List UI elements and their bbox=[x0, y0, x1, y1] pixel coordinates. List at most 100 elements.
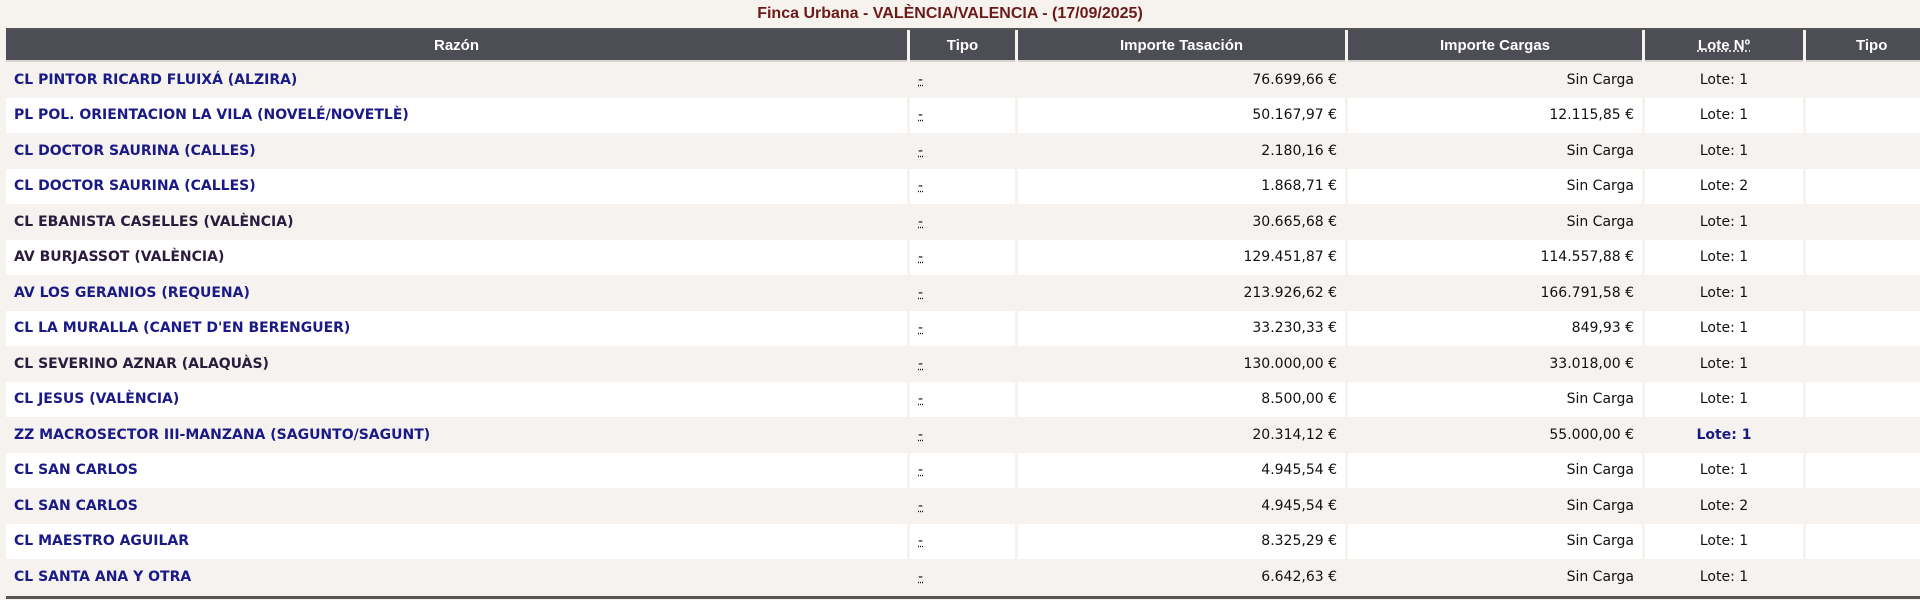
table-row: CL DOCTOR SAURINA (CALLES) - 2.180,16 € Sin… bbox=[6, 133, 1920, 169]
lote-cell: Lote: 2 bbox=[1645, 168, 1803, 204]
importe-cargas-cell: Sin Carga bbox=[1348, 488, 1642, 524]
tipo-link[interactable]: - bbox=[918, 426, 924, 443]
tipo-cell: - bbox=[910, 488, 1015, 524]
table-row: PL POL. ORIENTACION LA VILA (NOVELÉ/NOVE… bbox=[6, 97, 1920, 133]
tipo-link[interactable]: - bbox=[918, 178, 924, 195]
tipo-2-cell bbox=[1806, 275, 1920, 311]
column-header-tipo[interactable]: Tipo bbox=[910, 30, 1015, 62]
property-link[interactable]: CL SANTA ANA Y OTRA bbox=[14, 568, 192, 585]
tipo-cell: - bbox=[910, 97, 1015, 133]
importe-cargas-cell: 12.115,85 € bbox=[1348, 97, 1642, 133]
tipo-2-cell bbox=[1806, 488, 1920, 524]
razon-cell: CL DOCTOR SAURINA (CALLES) bbox=[6, 168, 907, 204]
lote-abbr: Lote Nº bbox=[1697, 36, 1751, 54]
importe-tasacion-cell: 130.000,00 € bbox=[1018, 346, 1345, 382]
tipo-link[interactable]: - bbox=[918, 142, 924, 159]
property-link[interactable]: CL SAN CARLOS bbox=[14, 497, 138, 514]
importe-cargas-cell: Sin Carga bbox=[1348, 133, 1642, 169]
tipo-link[interactable]: - bbox=[918, 568, 924, 585]
table-row: AV BURJASSOT (VALÈNCIA) - 129.451,87 €114.… bbox=[6, 239, 1920, 275]
importe-cargas-cell: Sin Carga bbox=[1348, 559, 1642, 595]
razon-cell: CL JESUS (VALÈNCIA) bbox=[6, 381, 907, 417]
tipo-cell: - bbox=[910, 62, 1015, 98]
property-link[interactable]: CL SEVERINO AZNAR (ALAQUÀS) bbox=[14, 355, 269, 372]
tipo-2-cell bbox=[1806, 559, 1920, 595]
column-header-lote[interactable]: Lote Nº bbox=[1645, 30, 1803, 62]
tipo-cell: - bbox=[910, 346, 1015, 382]
table-row: CL SANTA ANA Y OTRA - 6.642,63 € Sin Carga L… bbox=[6, 559, 1920, 595]
tipo-link[interactable]: - bbox=[918, 284, 924, 301]
razon-cell: CL SEVERINO AZNAR (ALAQUÀS) bbox=[6, 346, 907, 382]
table-row: CL PINTOR RICARD FLUIXÁ (ALZIRA) - 76.699,… bbox=[6, 62, 1920, 98]
lote-cell: Lote: 1 bbox=[1645, 275, 1803, 311]
razon-cell: CL LA MURALLA (CANET D'EN BERENGUER) bbox=[6, 310, 907, 346]
tipo-link[interactable]: - bbox=[918, 462, 924, 479]
tipo-cell: - bbox=[910, 133, 1015, 169]
importe-cargas-cell: 114.557,88 € bbox=[1348, 239, 1642, 275]
table-row: ZZ MACROSECTOR III-MANZANA (SAGUNTO/SAGU… bbox=[6, 417, 1920, 453]
tipo-cell: - bbox=[910, 239, 1015, 275]
property-link[interactable]: CL SAN CARLOS bbox=[14, 462, 138, 479]
tipo-2-cell bbox=[1806, 97, 1920, 133]
tipo-2-cell bbox=[1806, 133, 1920, 169]
tipo-2-cell bbox=[1806, 346, 1920, 382]
property-link[interactable]: CL DOCTOR SAURINA (CALLES) bbox=[14, 142, 256, 159]
razon-cell: CL MAESTRO AGUILAR bbox=[6, 523, 907, 559]
tipo-link[interactable]: - bbox=[918, 71, 924, 88]
razon-cell: CL SAN CARLOS bbox=[6, 452, 907, 488]
importe-tasacion-cell: 30.665,68 € bbox=[1018, 204, 1345, 240]
tipo-link[interactable]: - bbox=[918, 249, 924, 266]
importe-cargas-cell: Sin Carga bbox=[1348, 204, 1642, 240]
importe-tasacion-cell: 213.926,62 € bbox=[1018, 275, 1345, 311]
importe-cargas-cell: Sin Carga bbox=[1348, 62, 1642, 98]
tipo-cell: - bbox=[910, 417, 1015, 453]
property-link[interactable]: CL LA MURALLA (CANET D'EN BERENGUER) bbox=[14, 320, 351, 337]
property-link[interactable]: AV LOS GERANIOS (REQUENA) bbox=[14, 284, 250, 301]
table-row: CL JESUS (VALÈNCIA) - 8.500,00 € Sin Carga L… bbox=[6, 381, 1920, 417]
column-header-tipo-2[interactable]: Tipo bbox=[1806, 30, 1920, 62]
column-header-importe-cargas[interactable]: Importe Cargas bbox=[1348, 30, 1642, 62]
tipo-link[interactable]: - bbox=[918, 213, 924, 230]
razon-cell: CL SAN CARLOS bbox=[6, 488, 907, 524]
column-header-importe-tasacion[interactable]: Importe Tasación bbox=[1018, 30, 1345, 62]
property-link[interactable]: CL PINTOR RICARD FLUIXÁ (ALZIRA) bbox=[14, 71, 298, 88]
lote-cell: Lote: 1 bbox=[1645, 381, 1803, 417]
tipo-link[interactable]: - bbox=[918, 320, 924, 337]
table-header: Razón Tipo Importe Tasación Importe Carg… bbox=[6, 30, 1920, 62]
razon-cell: ZZ MACROSECTOR III-MANZANA (SAGUNTO/SAGU… bbox=[6, 417, 907, 453]
property-link[interactable]: PL POL. ORIENTACION LA VILA (NOVELÉ/NOVE… bbox=[14, 107, 409, 124]
lote-cell: Lote: 1 bbox=[1645, 417, 1803, 453]
property-link[interactable]: AV BURJASSOT (VALÈNCIA) bbox=[14, 249, 225, 266]
column-header-razon[interactable]: Razón bbox=[6, 30, 907, 62]
razon-cell: AV BURJASSOT (VALÈNCIA) bbox=[6, 239, 907, 275]
property-link[interactable]: CL DOCTOR SAURINA (CALLES) bbox=[14, 178, 256, 195]
importe-tasacion-cell: 33.230,33 € bbox=[1018, 310, 1345, 346]
importe-tasacion-cell: 129.451,87 € bbox=[1018, 239, 1345, 275]
divider bbox=[6, 596, 1920, 599]
importe-tasacion-cell: 20.314,12 € bbox=[1018, 417, 1345, 453]
tipo-2-cell bbox=[1806, 204, 1920, 240]
tipo-cell: - bbox=[910, 310, 1015, 346]
tipo-cell: - bbox=[910, 381, 1015, 417]
tipo-link[interactable]: - bbox=[918, 391, 924, 408]
importe-cargas-cell: 849,93 € bbox=[1348, 310, 1642, 346]
tipo-link[interactable]: - bbox=[918, 107, 924, 124]
tipo-2-cell bbox=[1806, 417, 1920, 453]
table-row: CL EBANISTA CASELLES (VALÈNCIA) - 30.665,6… bbox=[6, 204, 1920, 240]
tipo-link[interactable]: - bbox=[918, 355, 924, 372]
tipo-link[interactable]: - bbox=[918, 533, 924, 550]
property-link[interactable]: CL MAESTRO AGUILAR bbox=[14, 533, 190, 550]
property-link[interactable]: CL JESUS (VALÈNCIA) bbox=[14, 391, 180, 408]
tipo-cell: - bbox=[910, 559, 1015, 595]
importe-tasacion-cell: 4.945,54 € bbox=[1018, 488, 1345, 524]
tipo-cell: - bbox=[910, 204, 1015, 240]
table-row: CL SAN CARLOS - 4.945,54 € Sin Carga Lote: 2 bbox=[6, 488, 1920, 524]
property-link[interactable]: ZZ MACROSECTOR III-MANZANA (SAGUNTO/SAGU… bbox=[14, 426, 431, 443]
lote-cell: Lote: 1 bbox=[1645, 452, 1803, 488]
tipo-2-cell bbox=[1806, 62, 1920, 98]
importe-tasacion-cell: 2.180,16 € bbox=[1018, 133, 1345, 169]
tipo-2-cell bbox=[1806, 452, 1920, 488]
property-link[interactable]: CL EBANISTA CASELLES (VALÈNCIA) bbox=[14, 213, 294, 230]
tipo-link[interactable]: - bbox=[918, 497, 924, 514]
lote-cell: Lote: 2 bbox=[1645, 488, 1803, 524]
